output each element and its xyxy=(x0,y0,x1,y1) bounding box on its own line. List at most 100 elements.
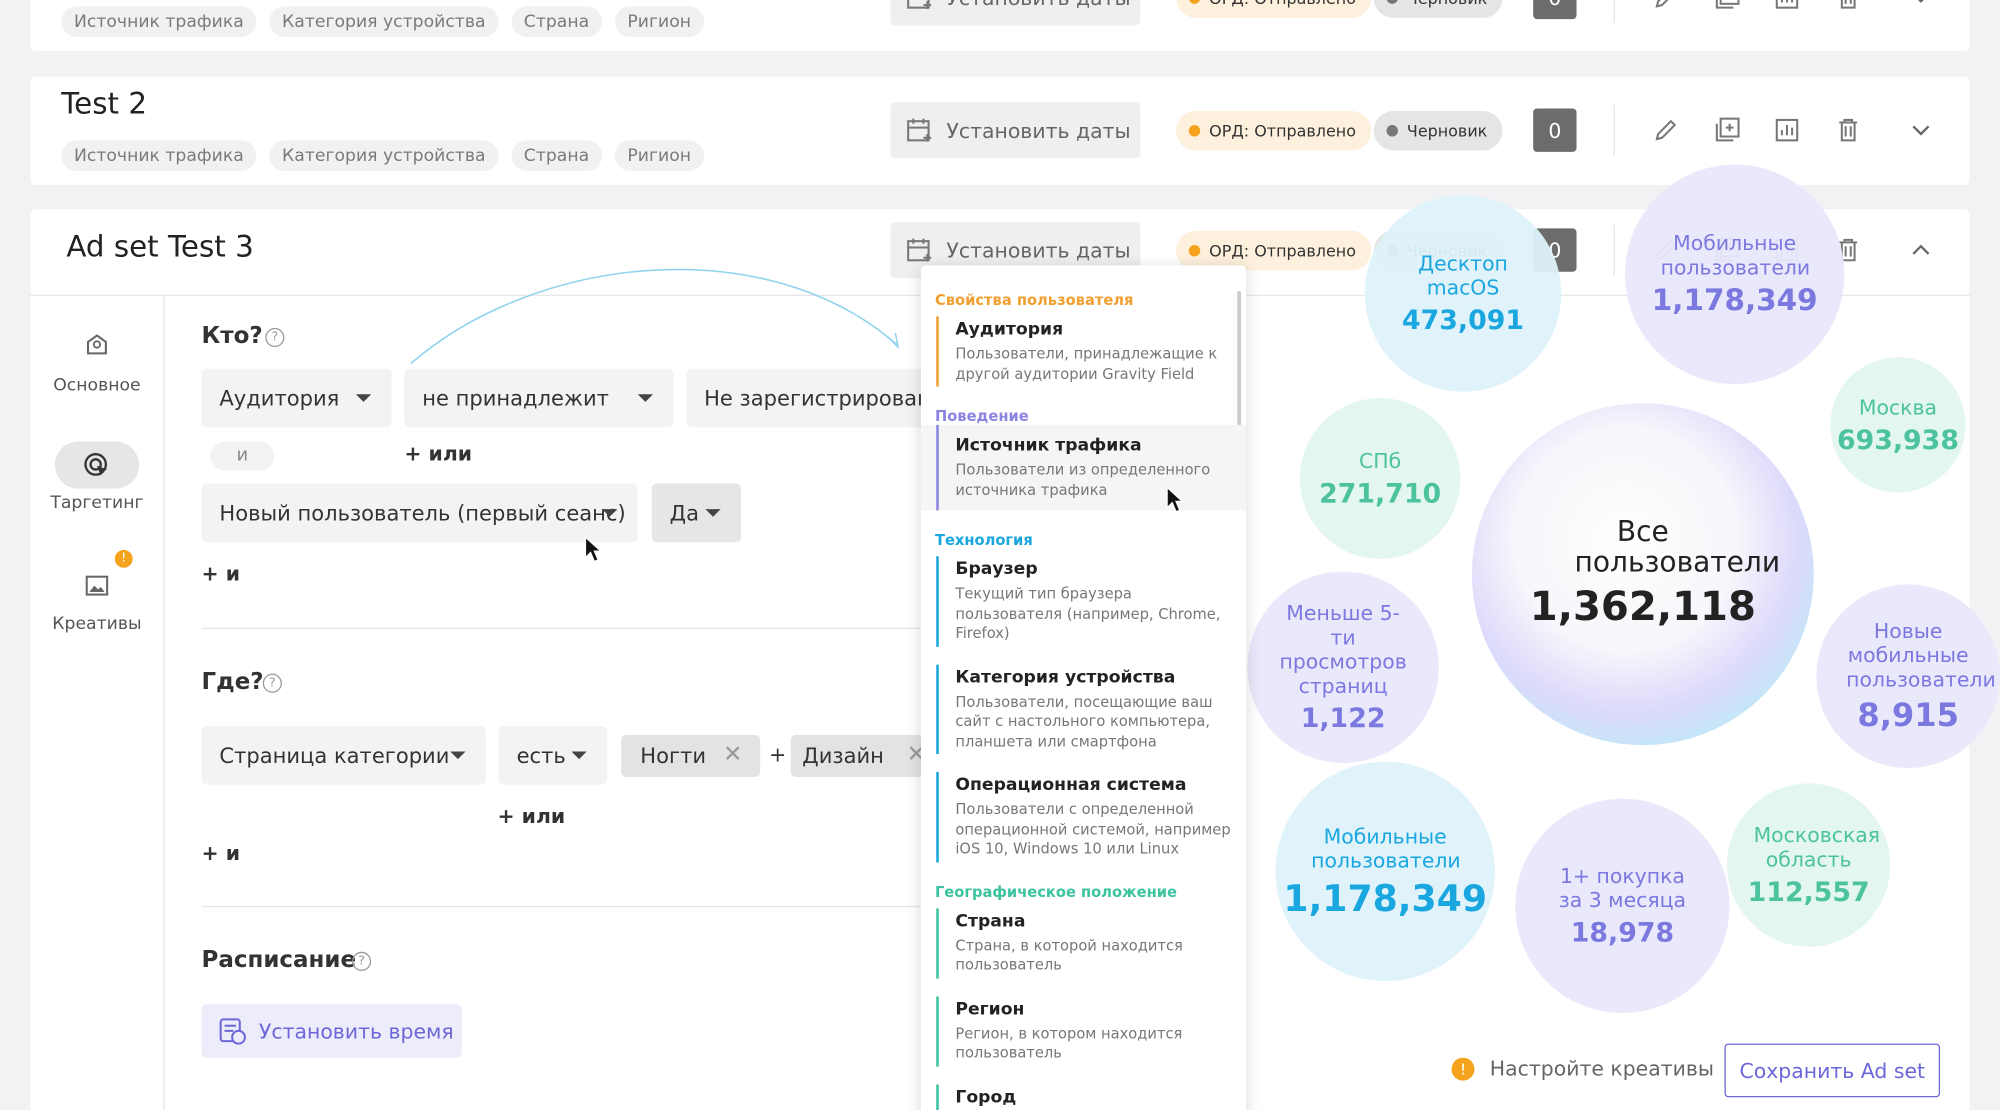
segment-bubble[interactable]: Мобильные пользователи 1,178,349 xyxy=(1624,164,1845,385)
segment-bubble[interactable]: Москва 693,938 xyxy=(1830,357,1966,493)
action-stats[interactable] xyxy=(1773,116,1801,144)
add-and[interactable]: + и xyxy=(201,840,241,866)
divider xyxy=(201,627,929,629)
bubble-value: 8,915 xyxy=(1857,696,1959,734)
sidebar-active[interactable] xyxy=(54,441,140,489)
menu-section-title: Свойства пользователя xyxy=(934,290,1134,309)
warning-badge: ! xyxy=(114,549,133,568)
notice: Настройте креативы xyxy=(1489,1056,1715,1081)
cursor xyxy=(1166,486,1185,513)
sidebar-item[interactable]: Креативы xyxy=(52,613,142,635)
menu-item-name: Город xyxy=(955,1086,1017,1107)
value-chip[interactable]: Дизайн ✕ xyxy=(790,734,932,777)
action-copy[interactable] xyxy=(1713,0,1741,11)
add-or[interactable]: + или xyxy=(404,441,473,466)
chip-text: Дизайн xyxy=(802,743,884,769)
tag-list: Источник трафика Категория устройства Стра… xyxy=(61,6,716,37)
tag: Страна xyxy=(511,6,602,37)
sidebar-item[interactable]: Основное xyxy=(53,375,141,396)
icon-targeting xyxy=(84,453,108,476)
select[interactable]: Не зарегистрированы xyxy=(686,368,942,428)
and-label: и xyxy=(210,441,275,471)
card-title: Ad set Test 3 xyxy=(66,230,254,265)
save-button[interactable]: Сохранить Ad set xyxy=(1724,1043,1941,1098)
action-del[interactable] xyxy=(1834,0,1862,11)
menu-item[interactable]: Регион Регион, в котором находится пользо… xyxy=(936,995,1231,1066)
menu-item[interactable]: Аудитория Пользователи, принадлежащие к д… xyxy=(936,316,1231,387)
sidebar-item[interactable]: Таргетинг xyxy=(50,492,144,513)
bubble-label: СПб xyxy=(1358,448,1402,473)
menu-item[interactable]: Категория устройства Пользователи, посеща… xyxy=(936,664,1231,755)
help-icon[interactable]: ? xyxy=(265,327,285,348)
bubble-label: 1+ покупка за 3 месяца xyxy=(1558,863,1687,913)
menu-item[interactable]: Источник трафика Пользователи из определе… xyxy=(936,424,1231,511)
menu-item-name: Категория устройства xyxy=(955,666,1176,688)
cursor xyxy=(584,535,603,563)
segment-bubble[interactable]: Все пользователи 1,362,118 xyxy=(1471,403,1814,746)
menu-item-name: Источник трафика xyxy=(955,435,1142,456)
toggle[interactable] xyxy=(1907,0,1935,11)
action-del[interactable] xyxy=(1834,236,1862,264)
select-value: не принадлежит xyxy=(422,385,609,411)
help-icon[interactable]: ? xyxy=(352,951,372,971)
menu-item-description: Регион, в котором находится пользователь xyxy=(955,1023,1183,1062)
bubble-label: Мобильные пользователи xyxy=(1311,823,1461,873)
divider xyxy=(201,905,929,908)
segment-bubble[interactable]: Новые мобильные пользователи 8,915 xyxy=(1816,584,2000,769)
bubble-label: Десктоп macOS xyxy=(1418,251,1508,300)
segment-bubble[interactable]: 1+ покупка за 3 месяца 18,978 xyxy=(1515,798,1730,1014)
menu-item-name: Страна xyxy=(955,910,1026,931)
select[interactable]: Страница категории xyxy=(201,725,486,785)
action-edit[interactable] xyxy=(1652,116,1680,144)
add-or[interactable]: + или xyxy=(497,803,566,829)
select[interactable]: не принадлежит xyxy=(404,368,674,428)
button-text: Установить даты xyxy=(946,237,1131,263)
menu-section-title: Технология xyxy=(934,530,1033,549)
button-text: Установить время xyxy=(258,1018,454,1044)
select[interactable]: Новый пользователь (первый сеанс) xyxy=(201,483,638,543)
action-copy[interactable] xyxy=(1713,116,1741,144)
select[interactable]: Да xyxy=(651,483,742,543)
warning-icon: ! xyxy=(1451,1057,1475,1081)
action-stats[interactable] xyxy=(1773,0,1801,11)
segment-bubble[interactable]: СПб 271,710 xyxy=(1299,398,1461,559)
calendar-icon xyxy=(906,116,934,149)
action-del[interactable] xyxy=(1834,116,1862,144)
menu-item-name: Аудитория xyxy=(955,318,1064,340)
value-chip[interactable]: Ногти ✕ xyxy=(621,734,761,777)
chip-remove[interactable]: ✕ xyxy=(723,741,743,769)
bubble-value: 112,557 xyxy=(1747,876,1870,908)
menu-item[interactable]: Страна Страна, в которой находится пользо… xyxy=(936,907,1231,978)
icon-schedule xyxy=(219,1018,246,1045)
segment-bubble[interactable]: Меньше 5-ти просмотров страниц 1,122 xyxy=(1247,571,1439,763)
segment-bubble[interactable]: Мобильные пользователи 1,178,349 xyxy=(1275,761,1495,982)
toggle[interactable] xyxy=(1907,236,1935,264)
menu-item[interactable]: Браузер Текущий тип браузера пользователя… xyxy=(936,556,1231,647)
section-title: Кто? xyxy=(201,322,263,350)
menu-section-title: Географическое положение xyxy=(934,882,1177,901)
set-dates-button[interactable]: Установить даты xyxy=(890,0,1141,26)
menu-item[interactable]: Операционная система Пользователи с опред… xyxy=(936,771,1231,862)
add-and[interactable]: + и xyxy=(201,561,241,586)
select-value: Да xyxy=(669,500,699,526)
bubble-value: 1,178,349 xyxy=(1283,877,1487,920)
bubble-value: 1,122 xyxy=(1300,702,1386,734)
menu-item-description: Пользователи, принадлежащие к другой ауд… xyxy=(955,344,1218,383)
toggle[interactable] xyxy=(1907,116,1935,144)
select[interactable]: Аудитория xyxy=(201,368,392,428)
ord-status: ОРД: Отправлено xyxy=(1176,230,1372,271)
help-icon[interactable]: ? xyxy=(262,673,282,693)
select-value: Страница категории xyxy=(219,743,450,768)
set-time-button[interactable]: Установить время xyxy=(201,1004,462,1058)
count: 0 xyxy=(1533,108,1577,152)
tag: Ригион xyxy=(614,6,704,37)
tag: Страна xyxy=(511,140,602,171)
select[interactable]: есть xyxy=(498,725,608,785)
bubble-value: 18,978 xyxy=(1570,917,1675,948)
menu-item[interactable]: ГородГород, в котором находится пользова… xyxy=(936,1083,1231,1110)
segment-bubble[interactable]: Десктоп macOS 473,091 xyxy=(1364,195,1562,392)
segment-bubble[interactable]: Московская область 112,557 xyxy=(1727,783,1891,947)
action-edit[interactable] xyxy=(1652,0,1680,11)
set-dates-button[interactable]: Установить даты xyxy=(890,102,1141,159)
